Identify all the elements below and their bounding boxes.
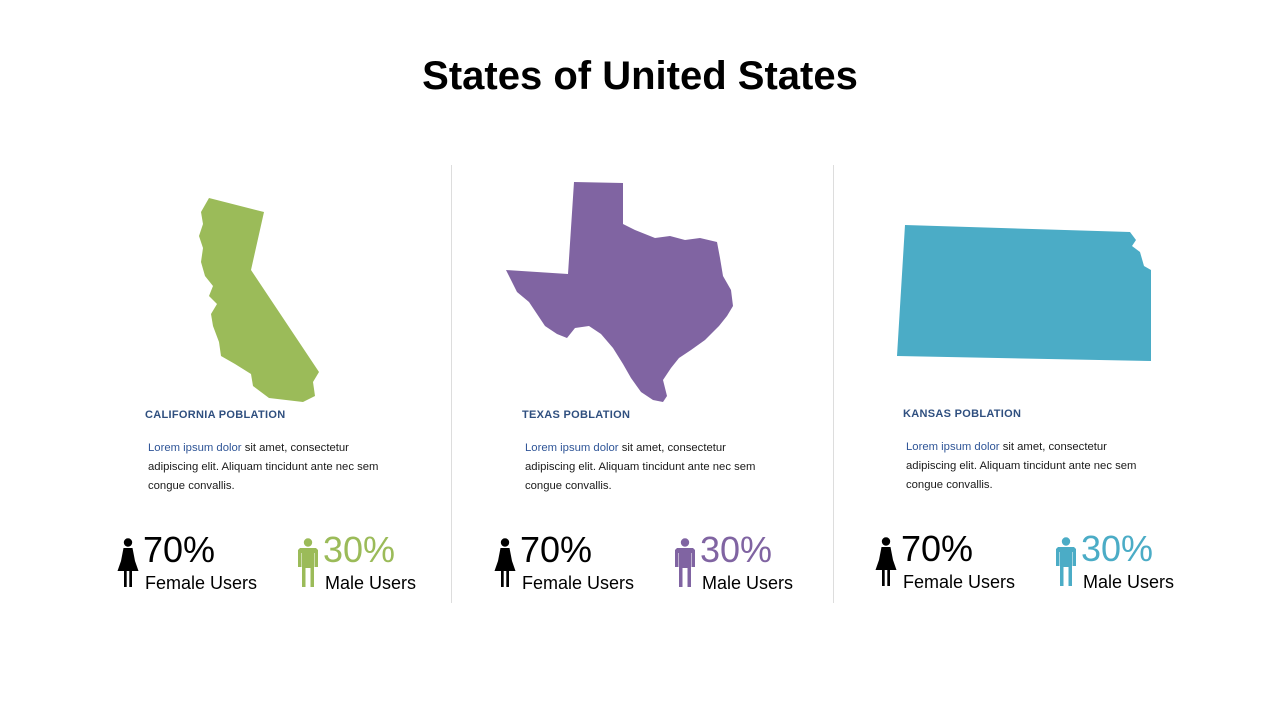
state-panel-texas: TEXAS POBLATION Lorem ipsum dolor sit am… xyxy=(0,0,793,720)
male-icon xyxy=(296,538,320,593)
state-heading: TEXAS POBLATION xyxy=(522,409,631,421)
kansas-map-icon xyxy=(896,224,1154,364)
female-users-stat: 70% Female Users xyxy=(493,529,653,596)
texas-map-icon xyxy=(505,180,737,405)
female-users-stat: 70% Female Users xyxy=(874,528,1034,595)
state-description: Lorem ipsum dolor sit amet, consectetur … xyxy=(906,441,1137,491)
male-icon xyxy=(673,538,697,593)
female-percentage: 70% xyxy=(143,529,216,570)
female-percentage: 70% xyxy=(520,529,593,570)
male-percentage: 30% xyxy=(700,529,773,570)
male-percentage: 30% xyxy=(323,529,396,570)
kansas-shape xyxy=(897,225,1151,361)
female-users-stat: 70% Female Users xyxy=(116,529,276,596)
female-users-label: Female Users xyxy=(522,573,635,593)
texas-shape xyxy=(506,182,733,402)
female-percentage: 70% xyxy=(901,528,974,569)
divider xyxy=(451,165,452,603)
female-icon xyxy=(874,537,898,592)
california-map-icon xyxy=(195,196,325,406)
male-users-stat: 30% Male Users xyxy=(673,529,833,596)
male-users-stat: 30% Male Users xyxy=(1054,528,1214,595)
page-title: States of United States xyxy=(422,54,858,98)
state-heading: KANSAS POBLATION xyxy=(903,408,1022,420)
male-icon xyxy=(1054,537,1078,592)
female-users-label: Female Users xyxy=(903,572,1016,592)
state-panel-california: CALIFORNIA POBLATION Lorem ipsum dolor s… xyxy=(0,0,416,720)
male-users-label: Male Users xyxy=(1083,572,1175,592)
state-heading: CALIFORNIA POBLATION xyxy=(145,409,286,421)
state-panel-kansas: KANSAS POBLATION Lorem ipsum dolor sit a… xyxy=(0,0,1174,720)
male-users-label: Male Users xyxy=(702,573,794,593)
state-description: Lorem ipsum dolor sit amet, consectetur … xyxy=(148,442,379,492)
female-icon xyxy=(493,538,517,593)
male-users-label: Male Users xyxy=(325,573,417,593)
divider xyxy=(833,165,834,603)
female-users-label: Female Users xyxy=(145,573,258,593)
male-percentage: 30% xyxy=(1081,528,1154,569)
california-shape xyxy=(199,198,319,402)
state-description: Lorem ipsum dolor sit amet, consectetur … xyxy=(525,442,756,492)
female-icon xyxy=(116,538,140,593)
male-users-stat: 30% Male Users xyxy=(296,529,456,596)
